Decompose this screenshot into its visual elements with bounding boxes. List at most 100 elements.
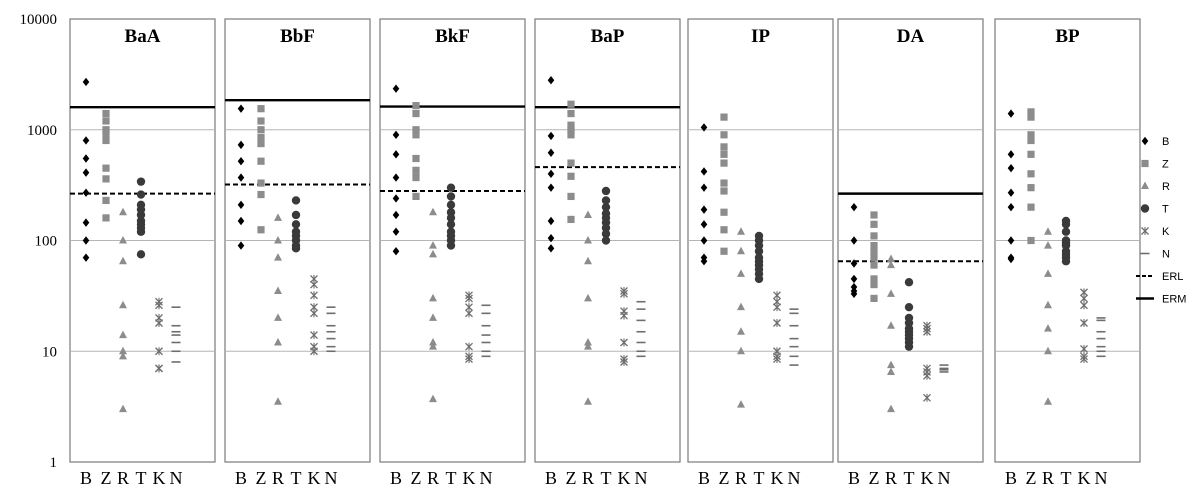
data-point-z (257, 126, 265, 134)
data-point-b (547, 131, 555, 141)
data-point-z (870, 220, 878, 228)
data-point-t (904, 302, 914, 312)
data-point-r (1044, 346, 1052, 355)
panel-title: BbF (280, 26, 315, 47)
data-point-z (720, 159, 728, 167)
data-point-t (291, 196, 301, 205)
data-point-r (429, 394, 437, 403)
data-point-r (274, 236, 282, 244)
data-point-r (887, 254, 895, 263)
data-point-b (82, 136, 90, 145)
data-point-t (446, 213, 456, 223)
panel-da: DA B Z R T K N (837, 18, 984, 488)
x-category-label: T (754, 468, 765, 488)
data-point-t (754, 274, 764, 284)
data-point-r (584, 236, 592, 244)
data-point-r (737, 227, 745, 235)
data-point-k (155, 318, 163, 327)
data-point-b (1007, 188, 1015, 197)
data-point-z (257, 179, 265, 187)
data-point-r (1044, 324, 1052, 332)
data-point-z (1027, 170, 1035, 178)
data-point-t (601, 236, 611, 245)
data-point-t (136, 210, 146, 220)
data-point-r (887, 260, 895, 269)
data-point-z (412, 173, 420, 182)
panel-bkf: BkF B Z R T K N (379, 18, 526, 488)
data-point-b (392, 150, 400, 159)
data-point-k (465, 309, 473, 318)
data-point-z (1027, 113, 1035, 121)
data-point-z (567, 131, 575, 139)
x-category-label: Z (1026, 468, 1037, 488)
x-category-label: R (582, 468, 594, 488)
data-point-z (257, 133, 265, 142)
data-point-z (720, 131, 728, 139)
data-point-z (870, 211, 878, 219)
legend-label: B (1162, 136, 1169, 148)
data-point-r (274, 286, 282, 294)
data-point-k (310, 331, 318, 340)
data-point-r (584, 293, 592, 302)
data-point-b (700, 236, 708, 245)
data-point-b (237, 216, 245, 226)
data-point-r (1141, 181, 1149, 189)
panel-bp: BP B Z R T K N (994, 18, 1141, 488)
x-category-label: Z (256, 468, 267, 488)
data-point-k (1141, 227, 1149, 235)
data-point-z (567, 172, 575, 180)
x-category-label: N (938, 468, 951, 488)
data-point-z (412, 192, 420, 201)
data-point-z (1027, 136, 1035, 145)
data-point-b (700, 167, 708, 176)
data-point-r (737, 246, 745, 255)
data-point-b (1007, 163, 1015, 173)
data-point-z (102, 117, 110, 125)
data-point-b (82, 77, 90, 87)
x-category-label: K (308, 468, 321, 488)
data-point-r (119, 256, 127, 265)
panel-title: BaP (591, 26, 625, 47)
data-point-t (754, 247, 764, 256)
data-point-z (720, 113, 728, 121)
data-point-r (737, 269, 745, 277)
data-point-r (1044, 300, 1052, 309)
data-point-r (1044, 269, 1052, 277)
data-point-z (720, 187, 728, 195)
data-point-z (257, 157, 265, 165)
panel-bap: BaP B Z R T K N (534, 18, 681, 488)
panel-bbf: BbF B Z R T K N (224, 18, 371, 488)
data-point-r (887, 360, 895, 369)
data-point-t (1140, 204, 1150, 213)
data-point-k (1080, 301, 1088, 310)
data-point-b (547, 183, 555, 192)
data-point-k (310, 309, 318, 318)
legend-label: N (1162, 249, 1170, 261)
panel-title: DA (897, 26, 925, 47)
x-category-label: R (1042, 468, 1054, 488)
x-category-label: T (446, 468, 457, 488)
data-point-b (392, 247, 400, 256)
data-point-z (870, 254, 878, 262)
y-tick-label: 10000 (20, 12, 58, 28)
data-point-b (237, 140, 245, 150)
data-point-z (870, 232, 878, 240)
x-category-label: B (235, 468, 247, 488)
panel-baa: BaA B Z R T K N (69, 18, 216, 488)
x-category-label: B (80, 468, 92, 488)
data-point-t (136, 227, 146, 236)
data-point-z (1027, 203, 1035, 211)
x-category-label: Z (566, 468, 577, 488)
data-point-b (392, 227, 400, 236)
data-point-z (870, 275, 878, 283)
data-point-r (429, 313, 437, 321)
data-point-z (870, 280, 878, 289)
data-point-r (429, 241, 437, 249)
data-point-b (547, 76, 555, 85)
data-point-z (567, 109, 575, 118)
data-point-b (850, 274, 858, 284)
x-category-label: K (921, 468, 934, 488)
data-point-b (1007, 150, 1015, 159)
